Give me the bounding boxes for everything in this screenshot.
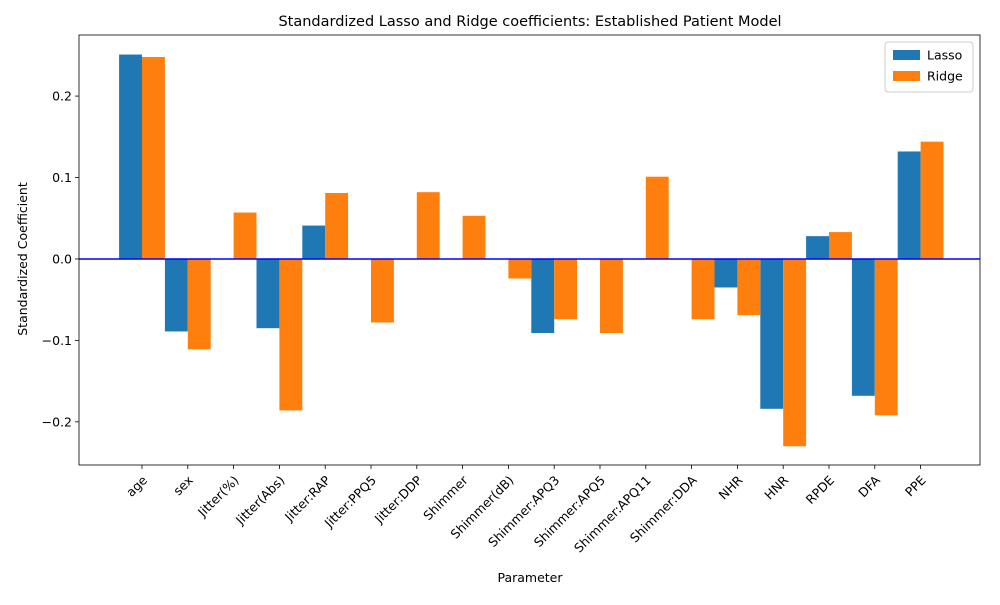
legend-swatch-lasso <box>893 50 920 60</box>
y-axis: −0.2 −0.1 0.0 0.1 0.2 <box>42 89 79 429</box>
bar-ridge-8 <box>508 258 532 279</box>
bar-ridge-14 <box>783 258 807 447</box>
bar-ridge-7 <box>462 215 486 259</box>
plot-area <box>78 34 981 466</box>
bar-ridge-1 <box>187 258 211 350</box>
x-tick-label: Jitter(Abs) <box>232 473 288 529</box>
bar-ridge-16 <box>874 258 898 416</box>
bar-ridge-11 <box>645 176 669 259</box>
bar-ridge-10 <box>600 258 623 334</box>
x-tick-label: age <box>123 472 150 499</box>
bar-lasso-3 <box>256 258 280 329</box>
x-tick-label: sex <box>170 473 196 499</box>
y-tick-label: −0.2 <box>42 414 72 429</box>
bar-lasso-13 <box>714 258 738 288</box>
x-tick-label: HNR <box>761 472 791 502</box>
bar-ridge-15 <box>829 232 852 259</box>
x-tick-label: Shimmer:APQ11 <box>571 473 654 556</box>
bar-lasso-14 <box>760 258 784 409</box>
x-tick-label: Jitter:DDP <box>371 472 425 526</box>
bar-lasso-1 <box>164 258 188 332</box>
bar-lasso-9 <box>531 258 555 334</box>
y-tick-label: 0.2 <box>52 89 72 104</box>
chart-title: Standardized Lasso and Ridge coefficient… <box>278 14 781 30</box>
bar-ridge-6 <box>416 192 440 259</box>
x-tick-label: PPE <box>902 472 929 499</box>
bar-ridge-9 <box>554 258 578 320</box>
bar-lasso-16 <box>851 258 875 396</box>
bar-lasso-15 <box>806 236 829 259</box>
bar-ridge-12 <box>691 258 715 320</box>
bar-lasso-17 <box>897 151 921 259</box>
y-tick-label: −0.1 <box>42 333 72 348</box>
bar-ridge-13 <box>737 258 761 316</box>
plot-frame <box>78 34 981 466</box>
x-axis: age sexJitter(%)Jitter(Abs)Jitter:RAPJitt… <box>123 465 929 555</box>
bar-ridge-5 <box>371 258 394 323</box>
x-tick-label: DFA <box>855 472 883 500</box>
bar-ridge-0 <box>142 56 165 259</box>
bar-ridge-4 <box>325 192 349 259</box>
bar-ridge-17 <box>920 141 944 259</box>
bar-ridge-3 <box>279 258 303 411</box>
x-tick-label: Jitter(%) <box>194 473 242 521</box>
bar-lasso-4 <box>302 225 326 259</box>
x-tick-label: NHR <box>716 472 746 502</box>
y-tick-label: 0.1 <box>52 170 72 185</box>
x-axis-label: Parameter <box>497 570 563 585</box>
bar-lasso-0 <box>119 54 142 259</box>
y-tick-label: 0.0 <box>52 251 72 266</box>
legend-label-lasso: Lasso <box>927 48 962 63</box>
legend: Lasso Ridge <box>884 41 974 93</box>
legend-swatch-ridge <box>893 71 920 81</box>
x-tick-label: RPDE <box>803 472 838 507</box>
bar-ridge-2 <box>233 212 257 259</box>
legend-label-ridge: Ridge <box>927 69 963 84</box>
y-axis-label: Standardized Coefficient <box>15 182 30 336</box>
